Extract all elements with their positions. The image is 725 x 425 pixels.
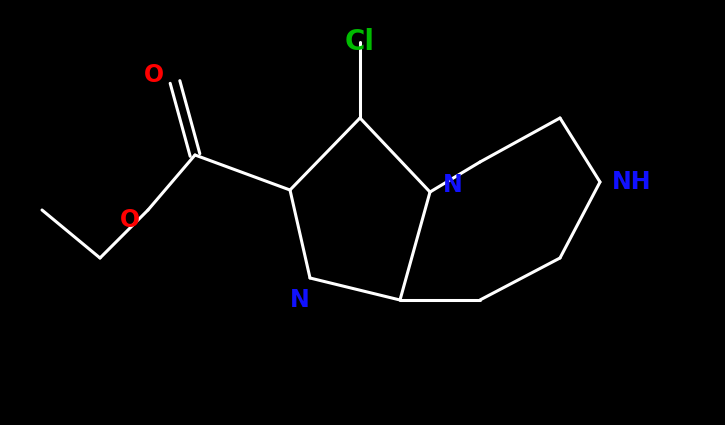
Text: O: O <box>120 208 140 232</box>
Text: Cl: Cl <box>345 28 375 56</box>
Text: N: N <box>290 288 310 312</box>
Text: NH: NH <box>612 170 652 194</box>
Text: O: O <box>144 63 164 87</box>
Text: N: N <box>443 173 463 197</box>
